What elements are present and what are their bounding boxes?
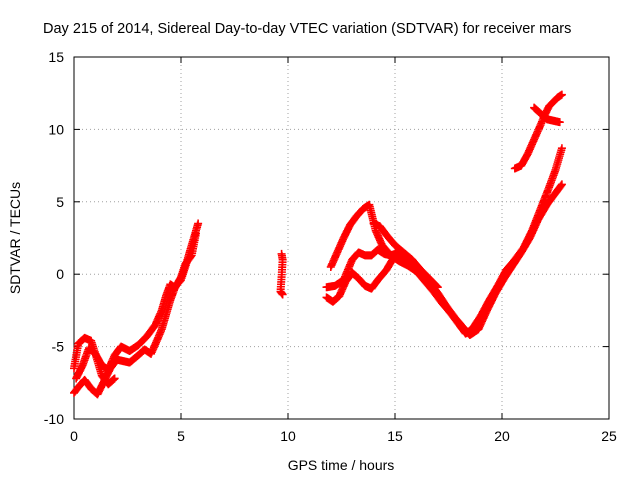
y-tick-label: 15 bbox=[48, 49, 64, 65]
y-tick-label: 0 bbox=[56, 266, 64, 282]
data-point bbox=[191, 229, 200, 238]
tick-labels: 0 5 10 15 20 25 -10 -5 0 5 10 15 bbox=[44, 49, 617, 444]
x-axis-label: GPS time / hours bbox=[288, 457, 395, 473]
y-tick-label: 10 bbox=[48, 121, 64, 137]
x-tick-label: 5 bbox=[177, 428, 185, 444]
data-point bbox=[557, 90, 566, 99]
x-tick-label: 25 bbox=[601, 428, 617, 444]
data-point bbox=[278, 290, 287, 299]
y-tick-label: 5 bbox=[56, 194, 64, 210]
data-point bbox=[555, 118, 564, 127]
x-tick-label: 0 bbox=[70, 428, 78, 444]
series-8 bbox=[369, 219, 442, 292]
data-point bbox=[557, 180, 566, 189]
plot-frame bbox=[73, 56, 610, 420]
y-axis-label: SDTVAR / TECUs bbox=[7, 182, 23, 294]
data-point bbox=[194, 219, 203, 228]
x-tick-label: 10 bbox=[280, 428, 296, 444]
series-3 bbox=[72, 344, 119, 389]
data-point bbox=[557, 181, 566, 190]
chart-title: Day 215 of 2014, Sidereal Day-to-day VTE… bbox=[43, 21, 571, 37]
series-6 bbox=[322, 180, 566, 340]
series-10 bbox=[530, 103, 564, 127]
series-7 bbox=[326, 200, 421, 276]
data-point bbox=[432, 282, 441, 291]
series-2 bbox=[70, 229, 200, 399]
data-point bbox=[110, 374, 119, 383]
y-tick-label: -5 bbox=[52, 339, 65, 355]
grid-lines bbox=[74, 57, 609, 419]
data-point bbox=[433, 283, 442, 292]
data-point bbox=[432, 281, 441, 290]
y-tick-label: -10 bbox=[44, 411, 64, 427]
series-4 bbox=[276, 249, 287, 299]
x-tick-label: 15 bbox=[387, 428, 403, 444]
x-tick-label: 20 bbox=[494, 428, 510, 444]
data-point bbox=[557, 144, 566, 153]
data-points bbox=[70, 90, 566, 399]
